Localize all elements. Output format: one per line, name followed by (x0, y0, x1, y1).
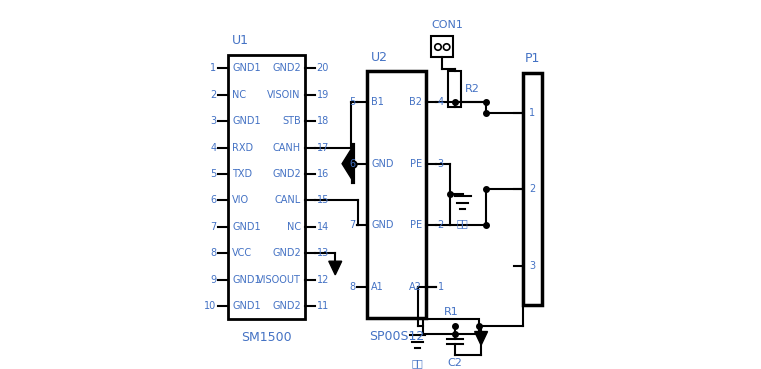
Text: 大地: 大地 (457, 218, 469, 228)
Text: A2: A2 (409, 282, 422, 292)
Text: 大地: 大地 (412, 358, 423, 368)
Text: SM1500: SM1500 (241, 331, 291, 345)
Text: 3: 3 (210, 116, 216, 126)
Polygon shape (342, 146, 353, 181)
Text: 9: 9 (210, 275, 216, 285)
Text: 2: 2 (530, 184, 536, 194)
Text: 12: 12 (317, 275, 329, 285)
Text: 13: 13 (317, 248, 329, 258)
Text: PE: PE (409, 220, 422, 230)
Text: GND1: GND1 (232, 301, 261, 311)
Text: A1: A1 (371, 282, 384, 292)
Text: TXD: TXD (232, 169, 252, 179)
Text: 6: 6 (349, 159, 355, 169)
Text: 1: 1 (530, 108, 536, 118)
Text: VCC: VCC (232, 248, 252, 258)
Text: B1: B1 (371, 97, 384, 107)
Text: 3: 3 (438, 159, 444, 169)
Bar (423, 318, 479, 334)
Polygon shape (475, 331, 488, 345)
Text: CANH: CANH (272, 143, 301, 153)
Text: VISOIN: VISOIN (267, 90, 301, 100)
Text: P1: P1 (525, 52, 540, 65)
Text: 3: 3 (530, 261, 536, 270)
Text: R2: R2 (465, 84, 480, 94)
Text: GND2: GND2 (272, 301, 301, 311)
Text: GND2: GND2 (272, 169, 301, 179)
Text: VIO: VIO (232, 196, 250, 206)
Text: 2: 2 (438, 220, 444, 230)
Bar (523, 73, 542, 305)
Text: GND2: GND2 (272, 63, 301, 73)
Text: GND1: GND1 (232, 275, 261, 285)
Text: 4: 4 (438, 97, 444, 107)
Text: GND1: GND1 (232, 222, 261, 232)
Text: CANL: CANL (275, 196, 301, 206)
Bar (448, 71, 461, 107)
Text: PE: PE (409, 159, 422, 169)
Text: GND1: GND1 (232, 63, 261, 73)
Polygon shape (329, 261, 342, 275)
Text: 8: 8 (349, 282, 355, 292)
Text: R1: R1 (444, 307, 458, 317)
Text: GND: GND (371, 159, 393, 169)
Text: B2: B2 (409, 97, 422, 107)
Text: 7: 7 (210, 222, 216, 232)
Bar (228, 55, 305, 319)
Text: VISOOUT: VISOOUT (257, 275, 301, 285)
Text: NC: NC (232, 90, 247, 100)
Text: 4: 4 (210, 143, 216, 153)
Text: CON1: CON1 (431, 20, 463, 31)
Text: GND1: GND1 (232, 116, 261, 126)
Text: GND2: GND2 (272, 248, 301, 258)
Text: 8: 8 (210, 248, 216, 258)
Text: 10: 10 (204, 301, 216, 311)
Text: 16: 16 (317, 169, 329, 179)
Text: 2: 2 (210, 90, 216, 100)
Text: NC: NC (287, 222, 301, 232)
Text: 17: 17 (317, 143, 329, 153)
Text: 6: 6 (210, 196, 216, 206)
Text: 7: 7 (349, 220, 355, 230)
Text: STB: STB (282, 116, 301, 126)
Text: U1: U1 (231, 34, 248, 47)
Text: 1: 1 (210, 63, 216, 73)
Text: 14: 14 (317, 222, 329, 232)
Text: 5: 5 (349, 97, 355, 107)
Text: 1: 1 (438, 282, 444, 292)
Text: 15: 15 (317, 196, 329, 206)
Text: 20: 20 (317, 63, 329, 73)
Text: U2: U2 (371, 51, 387, 63)
Text: C2: C2 (447, 358, 463, 368)
Bar (431, 36, 454, 57)
Text: 18: 18 (317, 116, 329, 126)
Text: RXD: RXD (232, 143, 253, 153)
Text: SP00S12: SP00S12 (369, 330, 424, 343)
Bar (367, 72, 426, 317)
Text: 19: 19 (317, 90, 329, 100)
Text: GND: GND (371, 220, 393, 230)
Text: 11: 11 (317, 301, 329, 311)
Text: 5: 5 (210, 169, 216, 179)
